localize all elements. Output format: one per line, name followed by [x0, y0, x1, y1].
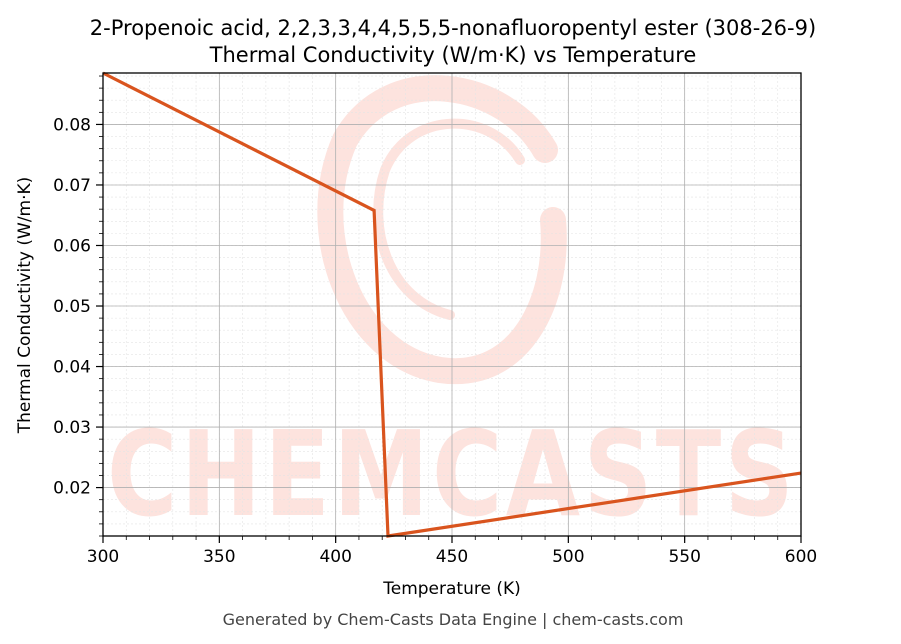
series-layer [102, 71, 802, 538]
x-tick-label: 300 [87, 547, 119, 567]
x-axis: 300 350 400 450 500 550 600 [87, 536, 817, 567]
chart-title: 2-Propenoic acid, 2,2,3,3,4,4,5,5,5-nona… [90, 16, 816, 40]
footer-credit: Generated by Chem-Casts Data Engine | ch… [223, 610, 684, 629]
y-tick-label: 0.03 [53, 418, 91, 438]
x-tick-label: 550 [668, 547, 700, 567]
y-tick-label: 0.07 [53, 176, 91, 196]
y-axis: 0.02 0.03 0.04 0.05 0.06 0.07 0.08 [53, 75, 103, 537]
x-tick-label: 400 [319, 547, 351, 567]
watermark-logo: CHEMCASTS [107, 75, 797, 543]
watermark-text: CHEMCASTS [107, 405, 797, 543]
y-axis-label: Thermal Conductivity (W/m·K) [15, 177, 35, 435]
y-tick-label: 0.05 [53, 297, 91, 317]
y-tick-label: 0.08 [53, 115, 91, 135]
watermark-swirl-inner [373, 118, 525, 320]
y-tick-label: 0.04 [53, 358, 91, 378]
x-tick-label: 350 [203, 547, 235, 567]
y-tick-label: 0.02 [53, 479, 91, 499]
series-line-0 [102, 71, 802, 538]
x-tick-label: 450 [436, 547, 468, 567]
x-tick-label: 500 [552, 547, 584, 567]
y-tick-label: 0.06 [53, 236, 91, 256]
x-axis-label: Temperature (K) [382, 579, 521, 599]
watermark-swirl [317, 75, 567, 385]
x-tick-label: 600 [785, 547, 817, 567]
chart-subtitle: Thermal Conductivity (W/m·K) vs Temperat… [209, 43, 697, 67]
